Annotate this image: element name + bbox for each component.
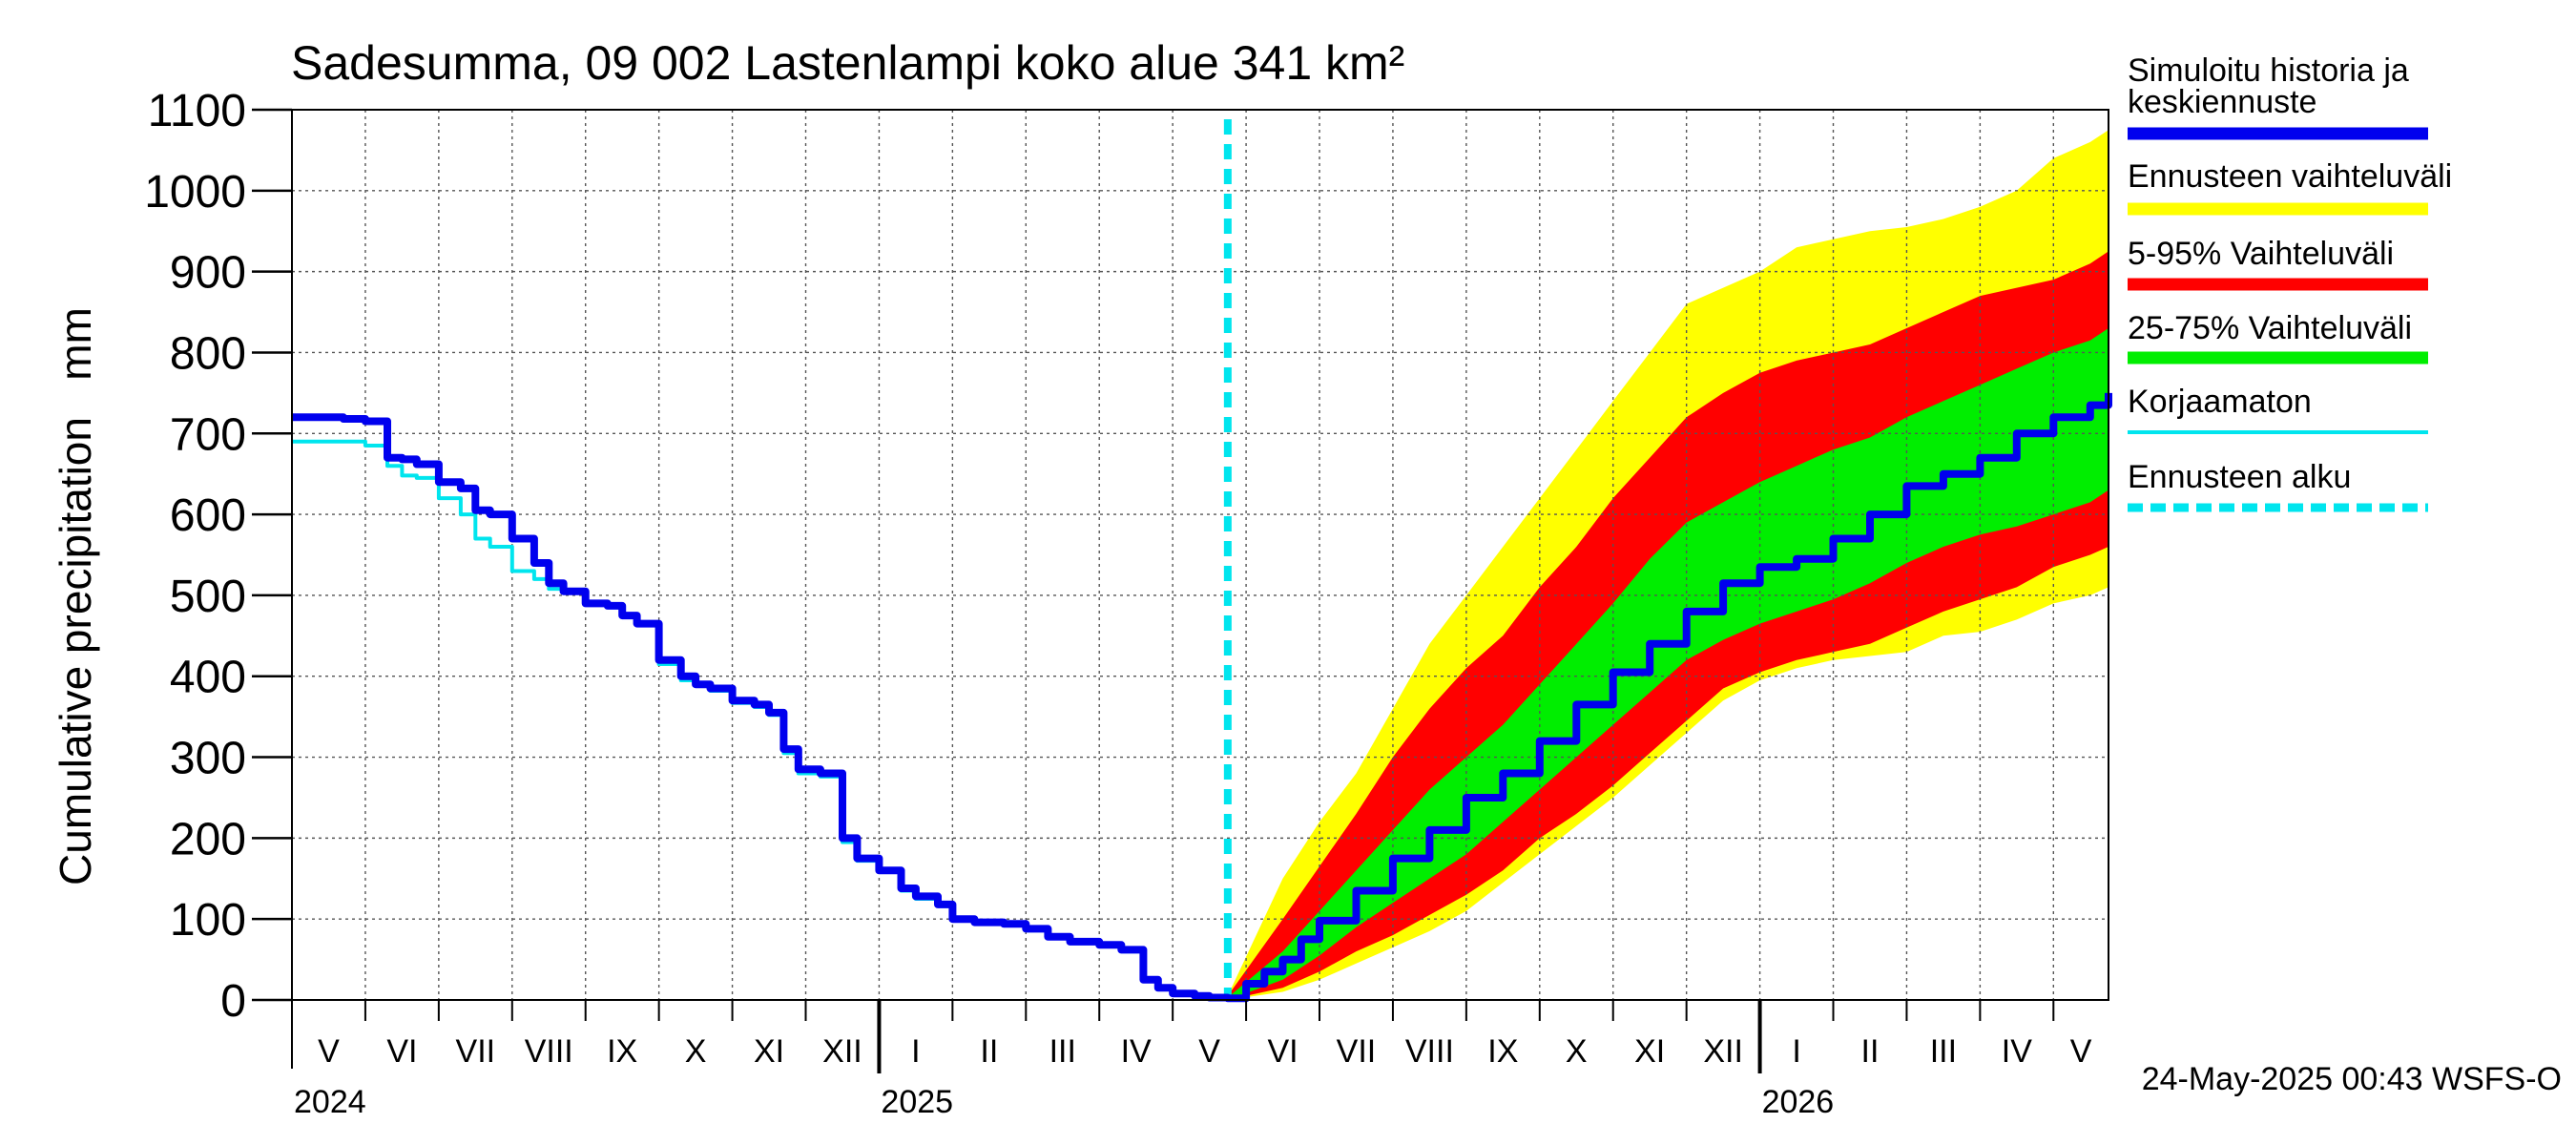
x-month-label: VII [1337, 1033, 1377, 1070]
x-month-label: XII [1703, 1033, 1743, 1070]
x-month-label: VIII [1405, 1033, 1454, 1070]
y-tick-label: 400 [170, 653, 246, 703]
x-month-label: VI [1267, 1033, 1298, 1070]
legend-label: Simuloitu historia ja [2128, 52, 2409, 89]
x-month-label: V [2070, 1033, 2092, 1070]
x-month-label: V [1198, 1033, 1220, 1070]
chart-title: Sadesumma, 09 002 Lastenlampi koko alue … [291, 36, 1404, 90]
y-tick-label: 800 [170, 328, 246, 379]
legend-label-continued: keskiennuste [2128, 84, 2316, 120]
x-month-label: VII [456, 1033, 496, 1070]
series-line-simulated [292, 392, 2112, 1003]
x-axis-ticks: V VI VII VIII IX X XI XII I II III IV V VI VII VIII IX X X… [294, 1000, 2092, 1120]
x-month-label: VIII [525, 1033, 573, 1070]
y-tick-label: 300 [170, 734, 246, 784]
x-month-label: IX [607, 1033, 637, 1070]
y-tick-label: 1100 [148, 86, 246, 136]
y-tick-label: 900 [170, 248, 246, 299]
x-month-label: X [1566, 1033, 1588, 1070]
x-month-label: XI [754, 1033, 784, 1070]
y-tick-label: 0 [220, 976, 246, 1027]
x-month-label: I [1792, 1033, 1800, 1070]
x-year-label: 2025 [881, 1084, 953, 1120]
x-month-label: X [685, 1033, 707, 1070]
x-month-label: IV [2002, 1033, 2032, 1070]
series-lines [292, 119, 2112, 1003]
y-tick-label: 700 [170, 409, 246, 460]
x-month-label: IV [1121, 1033, 1152, 1070]
x-month-label: VI [386, 1033, 417, 1070]
x-year-label: 2026 [1762, 1084, 1835, 1120]
footer-timestamp: 24-May-2025 00:43 WSFS-O [2142, 1061, 2562, 1097]
x-month-label: V [318, 1033, 340, 1070]
y-tick-label: 100 [170, 895, 246, 946]
y-tick-label: 600 [170, 490, 246, 541]
x-month-label: XII [822, 1033, 862, 1070]
x-month-label: I [911, 1033, 920, 1070]
legend-label: 25-75% Vaihteluväli [2128, 310, 2412, 346]
axes [291, 109, 2109, 1069]
x-month-label: II [980, 1033, 998, 1070]
x-month-label: III [1049, 1033, 1076, 1070]
y-tick-label: 1000 [144, 167, 246, 218]
y-axis-label: Cumulative precipitation mm [51, 307, 100, 885]
x-month-label: III [1930, 1033, 1957, 1070]
y-axis-ticks: 0 100 200 300 400 500 600 700 800 900 1000 1100 [144, 86, 292, 1027]
y-tick-label: 500 [170, 572, 246, 622]
legend-label: Korjaamaton [2128, 384, 2312, 420]
x-month-label: IX [1487, 1033, 1518, 1070]
plot-frame [291, 109, 2109, 1001]
y-tick-label: 200 [170, 814, 246, 864]
x-year-label: 2024 [294, 1084, 366, 1120]
legend-label: Ennusteen vaihteluväli [2128, 158, 2452, 195]
legend-label: 5-95% Vaihteluväli [2128, 236, 2394, 272]
x-month-label: XI [1634, 1033, 1665, 1070]
x-month-label: II [1861, 1033, 1880, 1070]
legend-label: Ennusteen alku [2128, 459, 2351, 495]
